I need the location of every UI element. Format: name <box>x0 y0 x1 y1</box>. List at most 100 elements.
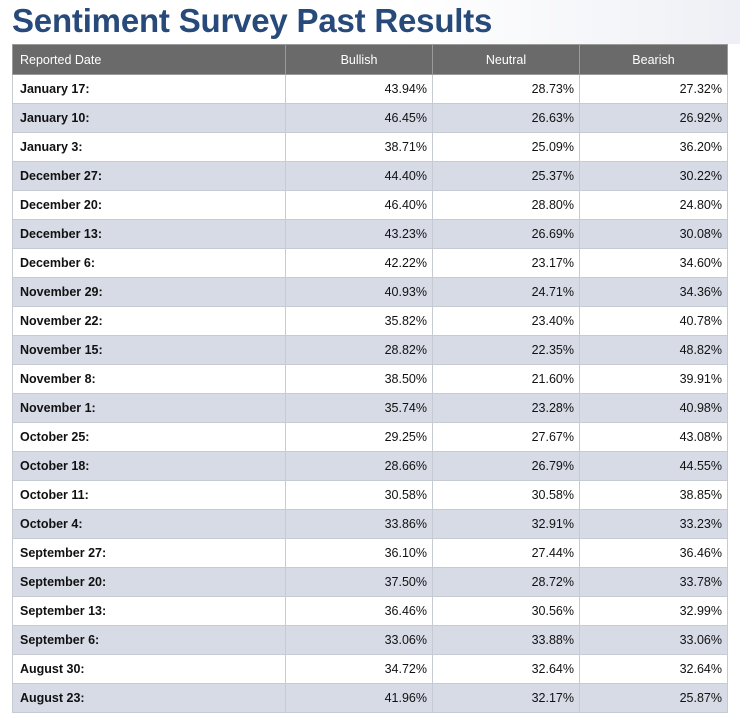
neutral-cell: 28.73% <box>432 74 580 104</box>
bearish-cell: 43.08% <box>579 422 728 452</box>
bullish-cell: 37.50% <box>285 567 433 597</box>
bearish-cell: 30.22% <box>579 161 728 191</box>
bullish-cell: 40.93% <box>285 277 433 307</box>
sentiment-results-table: Reported Date Bullish Neutral Bearish Ja… <box>12 44 728 713</box>
date-cell: December 27: <box>12 161 286 191</box>
date-cell: December 6: <box>12 248 286 278</box>
neutral-cell: 23.40% <box>432 306 580 336</box>
table-row: October 4: 33.86% 32.91% 33.23% <box>12 509 728 539</box>
table-row: September 6: 33.06% 33.88% 33.06% <box>12 625 728 655</box>
bullish-cell: 43.23% <box>285 219 433 249</box>
date-cell: September 27: <box>12 538 286 568</box>
neutral-cell: 23.28% <box>432 393 580 423</box>
date-cell: January 10: <box>12 103 286 133</box>
bearish-cell: 33.23% <box>579 509 728 539</box>
date-cell: November 15: <box>12 335 286 365</box>
bearish-cell: 32.64% <box>579 654 728 684</box>
table-row: October 18: 28.66% 26.79% 44.55% <box>12 451 728 481</box>
bullish-cell: 36.10% <box>285 538 433 568</box>
bullish-cell: 41.96% <box>285 683 433 713</box>
header-reported-date: Reported Date <box>12 44 286 75</box>
header-bearish: Bearish <box>579 44 728 75</box>
neutral-cell: 26.79% <box>432 451 580 481</box>
neutral-cell: 33.88% <box>432 625 580 655</box>
table-row: November 29: 40.93% 24.71% 34.36% <box>12 277 728 307</box>
table-row: October 11: 30.58% 30.58% 38.85% <box>12 480 728 510</box>
bullish-cell: 38.50% <box>285 364 433 394</box>
date-cell: September 6: <box>12 625 286 655</box>
date-cell: November 1: <box>12 393 286 423</box>
date-cell: August 23: <box>12 683 286 713</box>
date-cell: October 25: <box>12 422 286 452</box>
bearish-cell: 40.98% <box>579 393 728 423</box>
neutral-cell: 30.56% <box>432 596 580 626</box>
bearish-cell: 33.78% <box>579 567 728 597</box>
neutral-cell: 32.91% <box>432 509 580 539</box>
table-row: August 30: 34.72% 32.64% 32.64% <box>12 654 728 684</box>
table-row: December 13: 43.23% 26.69% 30.08% <box>12 219 728 249</box>
table-header-row: Reported Date Bullish Neutral Bearish <box>12 44 728 75</box>
table-row: September 27: 36.10% 27.44% 36.46% <box>12 538 728 568</box>
table-row: September 13: 36.46% 30.56% 32.99% <box>12 596 728 626</box>
date-cell: November 29: <box>12 277 286 307</box>
table-row: December 27: 44.40% 25.37% 30.22% <box>12 161 728 191</box>
date-cell: January 3: <box>12 132 286 162</box>
bullish-cell: 43.94% <box>285 74 433 104</box>
table-row: November 15: 28.82% 22.35% 48.82% <box>12 335 728 365</box>
date-cell: October 4: <box>12 509 286 539</box>
neutral-cell: 27.67% <box>432 422 580 452</box>
neutral-cell: 21.60% <box>432 364 580 394</box>
header-neutral: Neutral <box>432 44 580 75</box>
bearish-cell: 44.55% <box>579 451 728 481</box>
bearish-cell: 34.60% <box>579 248 728 278</box>
neutral-cell: 26.63% <box>432 103 580 133</box>
neutral-cell: 30.58% <box>432 480 580 510</box>
date-cell: November 22: <box>12 306 286 336</box>
title-band <box>0 0 740 44</box>
date-cell: December 20: <box>12 190 286 220</box>
neutral-cell: 28.72% <box>432 567 580 597</box>
neutral-cell: 25.37% <box>432 161 580 191</box>
bullish-cell: 28.66% <box>285 451 433 481</box>
table-row: November 8: 38.50% 21.60% 39.91% <box>12 364 728 394</box>
bearish-cell: 40.78% <box>579 306 728 336</box>
bullish-cell: 33.06% <box>285 625 433 655</box>
bearish-cell: 30.08% <box>579 219 728 249</box>
bearish-cell: 39.91% <box>579 364 728 394</box>
header-bullish: Bullish <box>285 44 433 75</box>
date-cell: November 8: <box>12 364 286 394</box>
bullish-cell: 35.82% <box>285 306 433 336</box>
neutral-cell: 26.69% <box>432 219 580 249</box>
bearish-cell: 32.99% <box>579 596 728 626</box>
neutral-cell: 32.17% <box>432 683 580 713</box>
bearish-cell: 27.32% <box>579 74 728 104</box>
date-cell: December 13: <box>12 219 286 249</box>
neutral-cell: 32.64% <box>432 654 580 684</box>
table-row: September 20: 37.50% 28.72% 33.78% <box>12 567 728 597</box>
bearish-cell: 34.36% <box>579 277 728 307</box>
table-row: November 22: 35.82% 23.40% 40.78% <box>12 306 728 336</box>
bullish-cell: 42.22% <box>285 248 433 278</box>
bearish-cell: 36.20% <box>579 132 728 162</box>
bullish-cell: 36.46% <box>285 596 433 626</box>
bullish-cell: 44.40% <box>285 161 433 191</box>
neutral-cell: 23.17% <box>432 248 580 278</box>
neutral-cell: 24.71% <box>432 277 580 307</box>
date-cell: August 30: <box>12 654 286 684</box>
table-row: October 25: 29.25% 27.67% 43.08% <box>12 422 728 452</box>
bullish-cell: 38.71% <box>285 132 433 162</box>
bearish-cell: 24.80% <box>579 190 728 220</box>
neutral-cell: 27.44% <box>432 538 580 568</box>
date-cell: January 17: <box>12 74 286 104</box>
neutral-cell: 22.35% <box>432 335 580 365</box>
neutral-cell: 25.09% <box>432 132 580 162</box>
table-row: January 3: 38.71% 25.09% 36.20% <box>12 132 728 162</box>
date-cell: September 13: <box>12 596 286 626</box>
date-cell: October 18: <box>12 451 286 481</box>
bearish-cell: 26.92% <box>579 103 728 133</box>
table-body: January 17: 43.94% 28.73% 27.32% January 10:… <box>12 74 728 713</box>
table-row: November 1: 35.74% 23.28% 40.98% <box>12 393 728 423</box>
bullish-cell: 46.45% <box>285 103 433 133</box>
table-row: December 20: 46.40% 28.80% 24.80% <box>12 190 728 220</box>
bullish-cell: 35.74% <box>285 393 433 423</box>
